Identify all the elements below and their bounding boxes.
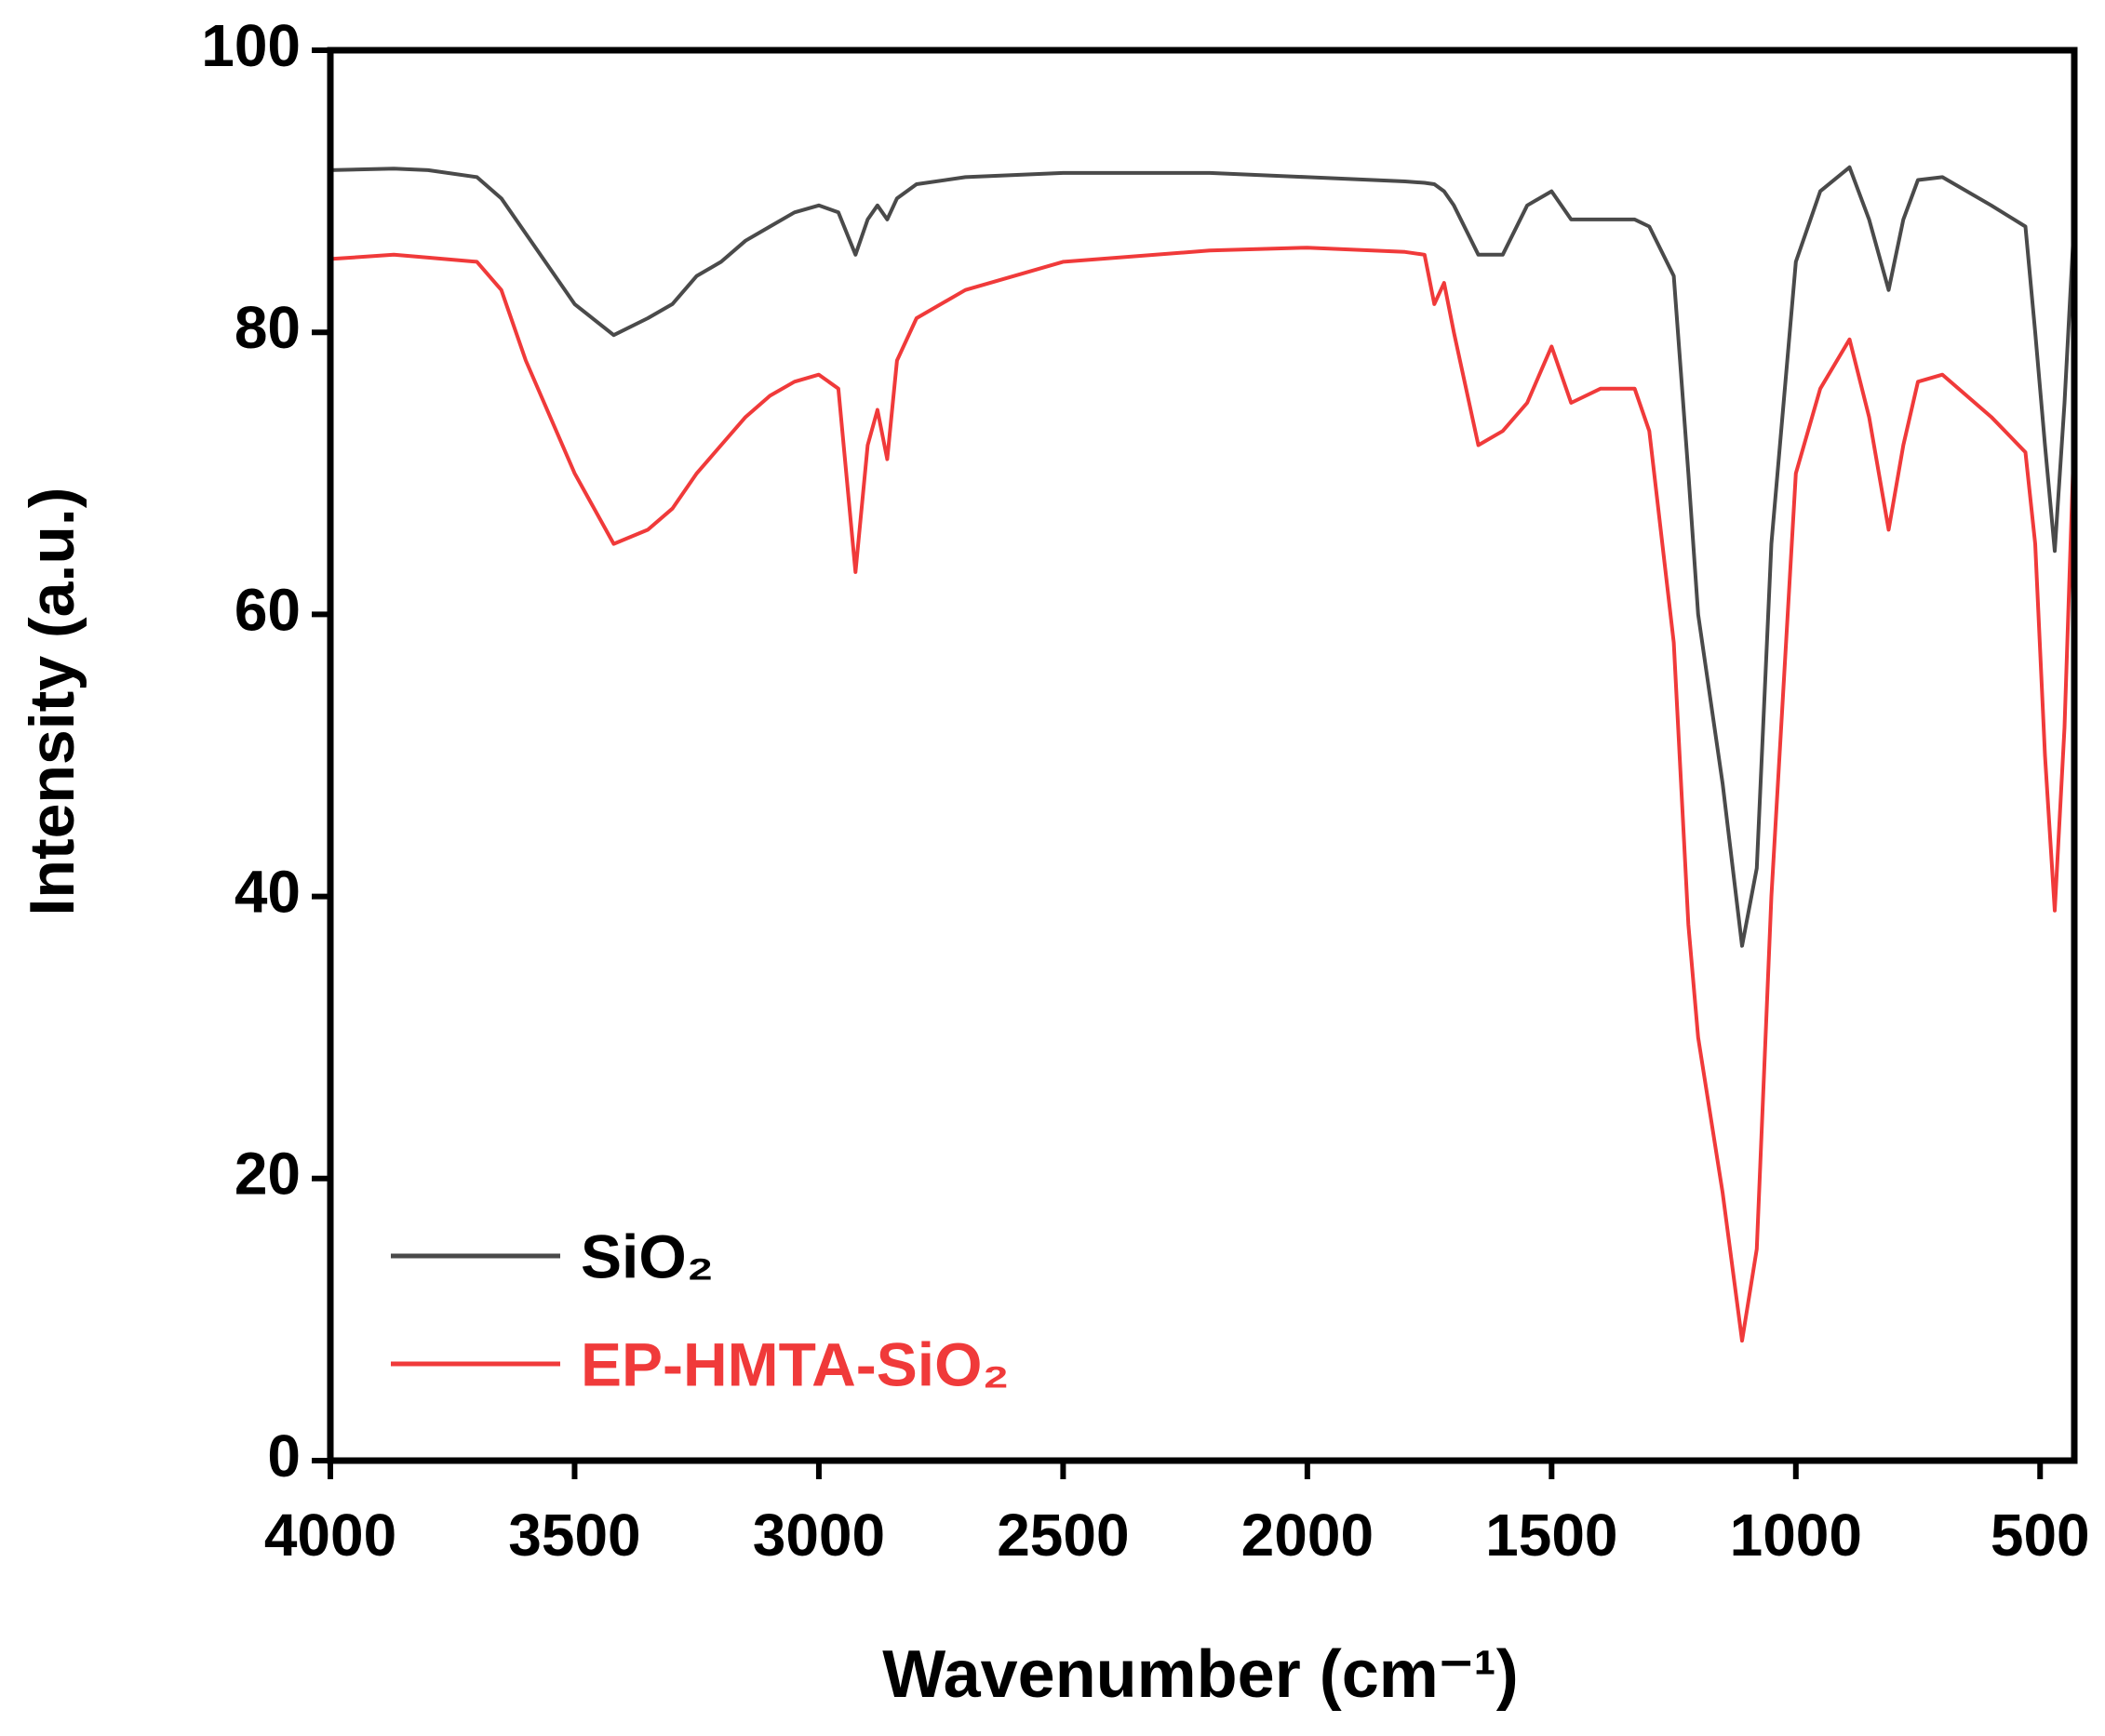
legend-label: SiO₂ xyxy=(581,1222,714,1290)
x-axis-title: Wavenumber (cm⁻¹) xyxy=(882,1637,1518,1712)
x-tick-label: 1500 xyxy=(1485,1502,1617,1569)
y-axis-title: Intensity (a.u.) xyxy=(17,487,87,916)
legend-label: EP-HMTA-SiO₂ xyxy=(581,1329,1010,1398)
x-tick-label: 2500 xyxy=(997,1502,1129,1569)
y-tick-label: 60 xyxy=(235,576,301,643)
y-tick-label: 80 xyxy=(235,294,301,361)
y-tick-label: 0 xyxy=(267,1422,301,1489)
x-tick-label: 500 xyxy=(1991,1502,2090,1569)
x-tick-label: 1000 xyxy=(1730,1502,1862,1569)
y-tick-label: 100 xyxy=(201,12,301,79)
x-tick-label: 2000 xyxy=(1241,1502,1374,1569)
data-line xyxy=(329,165,2076,948)
y-tick-label: 20 xyxy=(235,1141,301,1208)
plot-frame xyxy=(327,47,2078,1464)
x-tick-label: 4000 xyxy=(264,1502,396,1569)
x-tick-label: 3000 xyxy=(753,1502,885,1569)
y-tick-label: 40 xyxy=(235,859,301,926)
x-tick-label: 3500 xyxy=(508,1502,640,1569)
data-line xyxy=(329,246,2076,1343)
